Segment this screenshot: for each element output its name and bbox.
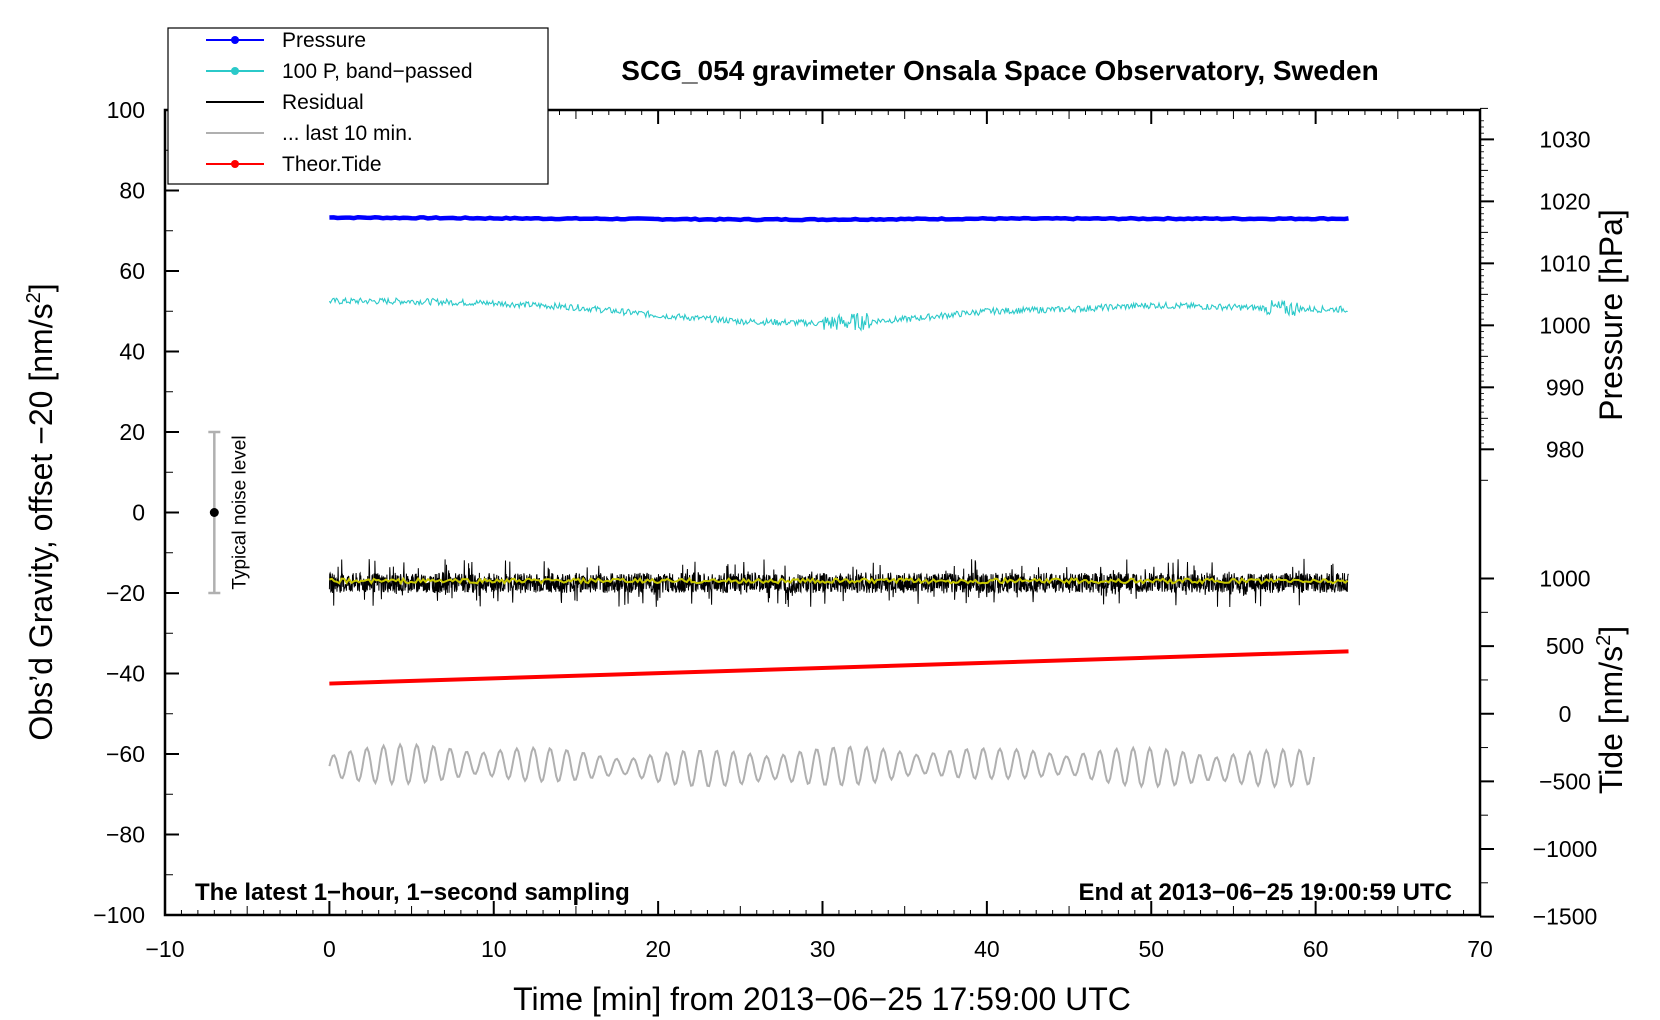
y-axis-label-tide-main: Tide [nm/s: [1593, 646, 1629, 794]
y-tick-label: −100: [93, 902, 145, 928]
annotation-end-time: End at 2013−06−25 19:00:59 UTC: [1078, 879, 1452, 906]
y-tick-label: 0: [132, 500, 145, 526]
legend-entries: Pressure 100 P, band−passed Residual ... la…: [206, 29, 473, 176]
y-axis-label-tide: Tide [nm/s2]: [1593, 626, 1629, 794]
series-pressure: [329, 214, 1349, 223]
legend-box: [167, 27, 549, 185]
x-tick-label: 10: [481, 936, 507, 962]
tide-axis-ticks: 1000 500 0 −500 −1000 −1500: [1480, 566, 1597, 930]
legend-label: Residual: [282, 91, 364, 114]
y-axis-label-tide-sup: 2: [1593, 635, 1615, 646]
x-tick-label: 50: [1138, 936, 1164, 962]
y-tick-label: 100: [107, 97, 145, 123]
y-tick-label: 60: [119, 258, 145, 284]
y-tick-label: 40: [119, 339, 145, 365]
pressure-axis-ticks: 1030 1020 1010 1000 990 980: [1480, 107, 1591, 481]
noise-level-label: Typical noise level: [229, 435, 250, 589]
y-axis-label-tide-end: ]: [1593, 626, 1629, 635]
x-axis-label: Time [min] from 2013−06−25 17:59:00 UTC: [513, 981, 1131, 1017]
y-tick-label: −20: [106, 580, 145, 606]
y-axis-ticks: 100 80 60 40 20 0 −20 −40 −60 −80 −100: [93, 97, 179, 928]
y-axis-label-left-sup: 2: [23, 292, 45, 303]
y-tick-label: 80: [119, 178, 145, 204]
y-tick-label: −40: [106, 661, 145, 687]
legend-marker: [231, 67, 239, 75]
x-tick-label: 70: [1467, 936, 1493, 962]
x-tick-label: 30: [810, 936, 836, 962]
x-tick-label: −10: [145, 936, 184, 962]
noise-level-indicator: Typical noise level: [208, 430, 250, 595]
y-tick-label: 20: [119, 419, 145, 445]
legend-label: Theor.Tide: [282, 153, 382, 176]
annotation-sampling: The latest 1−hour, 1−second sampling: [195, 879, 630, 906]
y-axis-label-pressure: Pressure [hPa]: [1593, 209, 1629, 421]
y-axis-label-left-end: ]: [23, 283, 59, 292]
pressure-tick-label: 980: [1546, 436, 1584, 462]
plot-frame: [163, 108, 1482, 917]
legend-label: Pressure: [282, 29, 366, 52]
y-tick-label: −60: [106, 741, 145, 767]
x-axis-ticks: −10 0 10 20 30 40 50 60 70: [145, 110, 1493, 962]
tide-tick-label: −500: [1539, 768, 1591, 794]
tide-tick-label: −1500: [1533, 904, 1598, 930]
pressure-tick-label: 1030: [1539, 126, 1590, 152]
y-axis-label-left-main: Obs’d Gravity, offset −20 [nm/s: [23, 303, 59, 740]
legend-marker: [231, 160, 239, 168]
series-last-10-min: [328, 742, 1315, 789]
x-tick-label: 40: [974, 936, 1000, 962]
pressure-tick-label: 1010: [1539, 250, 1590, 276]
y-tick-label: −80: [106, 822, 145, 848]
legend: Pressure 100 P, band−passed Residual ... la…: [167, 27, 549, 185]
series-theoretical-tide: [329, 649, 1349, 686]
series-residual-smoothed: [329, 576, 1349, 586]
x-tick-label: 60: [1303, 936, 1329, 962]
x-tick-label: 20: [645, 936, 671, 962]
chart-title: SCG_054 gravimeter Onsala Space Observat…: [621, 55, 1378, 86]
legend-marker: [231, 36, 239, 44]
series-pressure-bandpassed: [328, 296, 1348, 332]
pressure-tick-label: 1020: [1539, 188, 1590, 214]
y-axis-label-left: Obs’d Gravity, offset −20 [nm/s2]: [23, 283, 59, 740]
tide-tick-label: 0: [1559, 701, 1572, 727]
tide-tick-label: −1000: [1533, 836, 1598, 862]
noise-center-dot: [209, 508, 219, 517]
pressure-tick-label: 1000: [1539, 312, 1590, 338]
series-layer: [328, 214, 1349, 789]
legend-label: 100 P, band−passed: [282, 60, 473, 83]
tide-tick-label: 1000: [1539, 566, 1590, 592]
x-tick-label: 0: [323, 936, 336, 962]
tide-tick-label: 500: [1546, 633, 1584, 659]
legend-label: ... last 10 min.: [282, 122, 413, 145]
pressure-tick-label: 990: [1546, 374, 1584, 400]
